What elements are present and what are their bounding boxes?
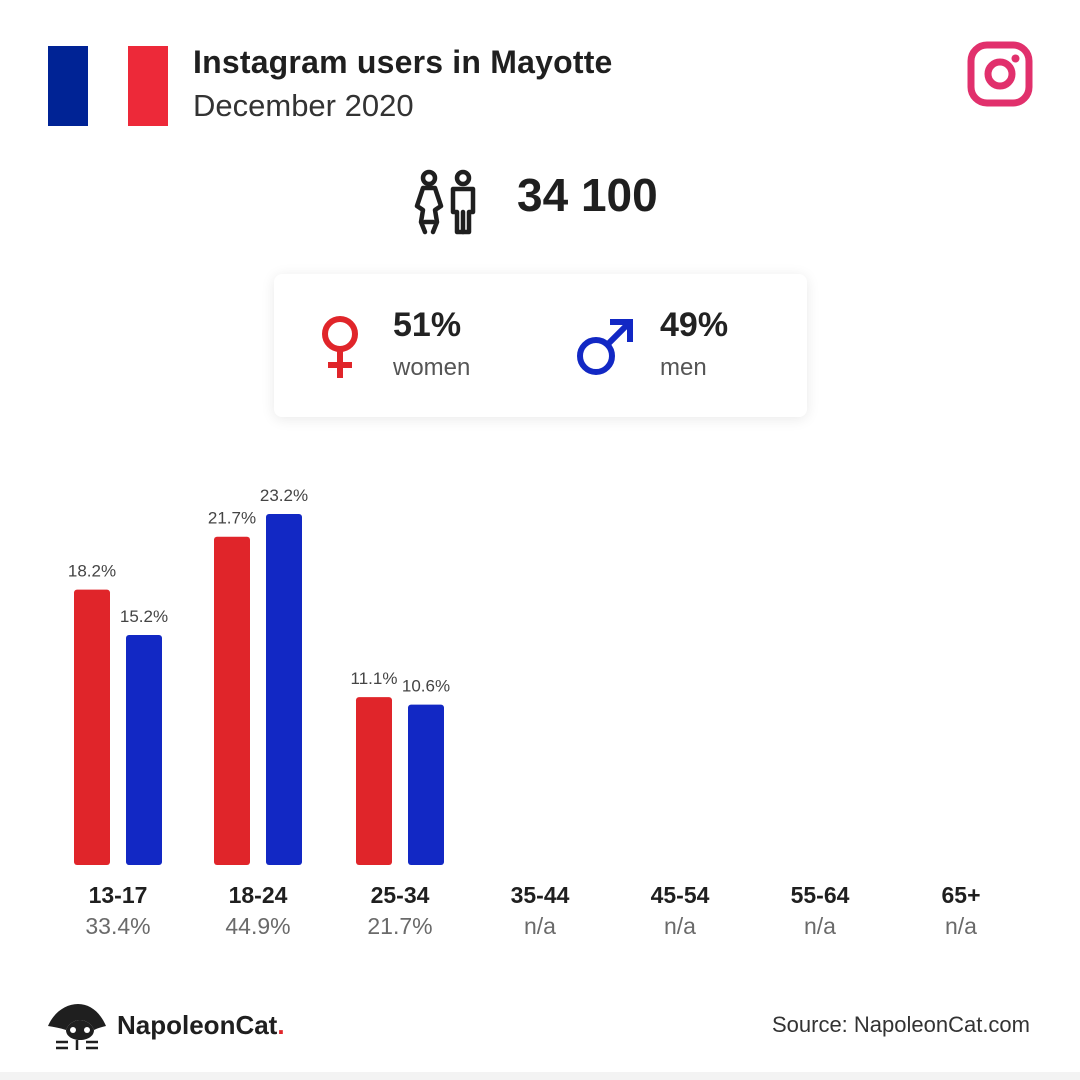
instagram-icon (967, 41, 1033, 107)
bar-label-women-25-34: 11.1% (351, 669, 398, 688)
category-total: n/a (524, 913, 556, 939)
flag-stripe-blue (48, 46, 88, 126)
flag-stripe-red (128, 46, 168, 126)
category-total: 21.7% (367, 913, 433, 939)
bar-label-men-18-24: 23.2% (260, 486, 308, 505)
category-45-54: 45-54 n/a (610, 882, 750, 940)
category-name: 13-17 (88, 882, 148, 908)
people-icon (414, 169, 476, 235)
gender-split-card: 51% women 49% men (274, 274, 807, 417)
source-text: Source: NapoleonCat.com (771, 1012, 1030, 1037)
category-name: 45-54 (650, 882, 710, 908)
female-icon (322, 316, 358, 378)
category-25-34: 25-34 21.7% (330, 882, 470, 940)
bar-label-women-18-24: 21.7% (208, 509, 256, 528)
chart-subtitle: December 2020 (193, 88, 414, 123)
category-name: 35-44 (510, 882, 570, 908)
chart-title: Instagram users in Mayotte (193, 44, 613, 80)
bar-men-13-17 (126, 635, 162, 865)
women-label: women (393, 354, 471, 381)
men-label: men (660, 354, 707, 381)
category-name: 25-34 (370, 882, 430, 908)
bar-women-13-17 (74, 589, 110, 865)
category-total: n/a (945, 913, 977, 939)
bar-men-18-24 (266, 514, 302, 865)
category-total: 44.9% (225, 913, 291, 939)
bar-women-18-24 (214, 536, 250, 865)
category-total: n/a (664, 913, 696, 939)
category-13-17: 13-17 33.4% (48, 882, 188, 940)
category-name: 18-24 (228, 882, 288, 908)
age-category-labels: 13-17 33.4% 18-24 44.9% 25-34 21.7% 35-44 n/a 45… (0, 882, 1080, 952)
bar-label-women-13-17: 18.2% (68, 562, 116, 581)
category-65+: 65+ n/a (891, 882, 1031, 940)
flag-stripe-white (88, 46, 128, 126)
category-18-24: 18-24 44.9% (188, 882, 328, 940)
bar-women-25-34 (356, 697, 392, 865)
women-percent: 51% (393, 306, 462, 344)
brand-name-text: NapoleonCat (117, 1010, 278, 1040)
brand-name: NapoleonCat. (117, 1010, 285, 1041)
age-gender-bar-chart: 18.2% 21.7% 11.1% 15.2% 23.2% 10.6% (68, 486, 450, 865)
category-name: 65+ (941, 882, 981, 908)
bar-label-men-25-34: 10.6% (402, 677, 450, 696)
bottom-strip (0, 1072, 1080, 1080)
france-flag (48, 46, 168, 126)
bar-men-25-34 (408, 704, 444, 865)
category-35-44: 35-44 n/a (470, 882, 610, 940)
category-total: n/a (804, 913, 836, 939)
category-total: 33.4% (85, 913, 151, 939)
category-55-64: 55-64 n/a (750, 882, 890, 940)
total-users-value: 34 100 (517, 169, 658, 221)
brand-dot: . (277, 1010, 285, 1040)
men-percent: 49% (660, 306, 729, 344)
napoleoncat-logo-icon (48, 1004, 106, 1050)
category-name: 55-64 (790, 882, 850, 908)
male-icon (577, 319, 633, 375)
bar-label-men-13-17: 15.2% (120, 607, 168, 626)
